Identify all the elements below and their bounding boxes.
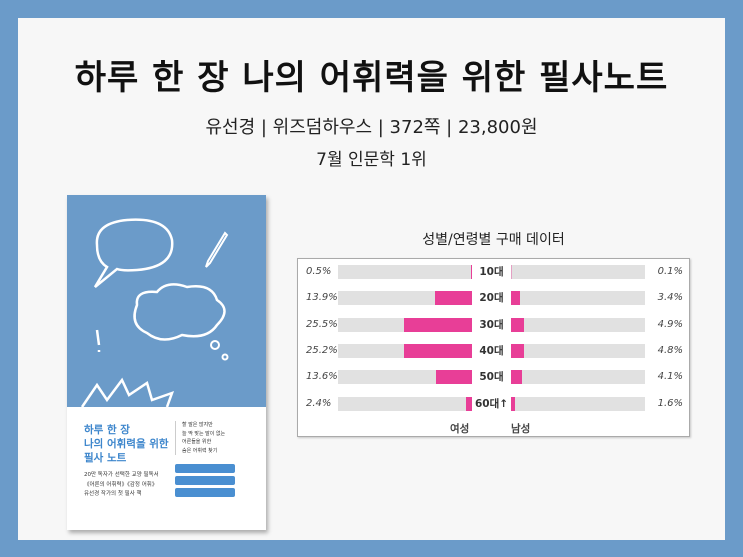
female-value-label: 0.5%	[306, 266, 332, 277]
book-cover: 하루 한 장 나의 어휘력을 위한 필사 노트 20만 독자가 선택한 교양 필독서…	[67, 195, 266, 530]
female-value-label: 25.2%	[306, 344, 338, 356]
female-bar	[435, 370, 472, 385]
male-track	[511, 317, 645, 332]
chart-row: 13.9% 20대 3.4%	[298, 290, 691, 306]
male-track	[511, 370, 645, 385]
population-pyramid-chart: 여성 남성 0.5% 10대 0.1% 13.9% 20대 3.4% 25.5% 30대 4.9…	[297, 258, 690, 437]
male-track	[511, 265, 645, 279]
male-value-label: 1.6%	[657, 397, 683, 409]
page-title: 하루 한 장 나의 어휘력을 위한 필사노트	[74, 58, 669, 98]
female-track	[338, 317, 472, 332]
male-value-label: 0.1%	[657, 266, 683, 277]
male-bar	[511, 396, 516, 411]
male-value-label: 3.4%	[657, 292, 683, 304]
male-bar	[511, 317, 525, 332]
age-label: 40대	[479, 344, 504, 357]
male-bar	[511, 370, 522, 385]
age-label: 10대	[479, 266, 504, 278]
cover-tagline: 할 말은 많지만 늘 딱 맞는 말이 없는 어른들을 위한 숨은 어휘력 찾기	[175, 421, 225, 455]
age-label: 50대	[479, 371, 504, 384]
male-track	[511, 291, 645, 306]
female-track	[338, 396, 472, 411]
male-track	[511, 343, 645, 358]
thought-cloud-icon	[133, 283, 226, 341]
cover-pill	[175, 476, 235, 485]
speech-bubble-icon	[93, 218, 174, 288]
female-bar	[465, 396, 472, 411]
chart-row: 25.5% 30대 4.9%	[298, 317, 691, 333]
pencil-icon	[205, 231, 229, 268]
female-value-label: 2.4%	[306, 397, 332, 409]
female-track	[338, 370, 472, 385]
age-label: 30대	[479, 318, 504, 331]
legend-male: 남성	[511, 423, 531, 435]
female-track	[338, 265, 472, 279]
age-label: 20대	[479, 292, 504, 305]
cover-title: 하루 한 장 나의 어휘력을 위한 필사 노트	[84, 424, 169, 464]
cover-subtitle: 20만 독자가 선택한 교양 필독서 《어른의 어휘력》《감정 어휘》 유선경 작가…	[84, 472, 159, 497]
male-bar	[511, 291, 521, 306]
female-track	[338, 343, 472, 358]
male-track	[511, 396, 645, 411]
female-track	[338, 291, 472, 306]
male-value-label: 4.1%	[657, 371, 683, 383]
exclamation-icon	[95, 329, 101, 352]
book-meta: 유선경 | 위즈덤하우스 | 372쪽 | 23,800원	[205, 117, 538, 138]
female-value-label: 25.5%	[306, 318, 338, 330]
chart-row: 13.6% 50대 4.1%	[298, 369, 691, 385]
cover-illustration	[80, 218, 229, 408]
burst-shape	[80, 377, 175, 408]
male-bar	[511, 343, 524, 358]
female-value-label: 13.9%	[306, 292, 338, 304]
male-bar	[511, 265, 512, 279]
legend-female: 여성	[450, 423, 470, 435]
cover-pill	[175, 464, 235, 473]
chart-row: 0.5% 10대 0.1%	[298, 264, 691, 280]
female-bar	[434, 291, 472, 306]
female-bar	[470, 265, 472, 279]
chart-title: 성별/연령별 구매 데이터	[422, 232, 565, 248]
female-value-label: 13.6%	[306, 371, 338, 383]
female-bar	[404, 343, 472, 358]
male-value-label: 4.9%	[657, 318, 683, 330]
chart-row: 2.4% 60대↑ 1.6%	[298, 396, 691, 412]
cover-pill	[175, 488, 235, 497]
male-value-label: 4.8%	[657, 344, 683, 356]
rank-label: 7월 인문학 1위	[316, 150, 427, 170]
chart-row: 25.2% 40대 4.8%	[298, 343, 691, 359]
female-bar	[403, 317, 472, 332]
age-label: 60대↑	[474, 397, 509, 410]
